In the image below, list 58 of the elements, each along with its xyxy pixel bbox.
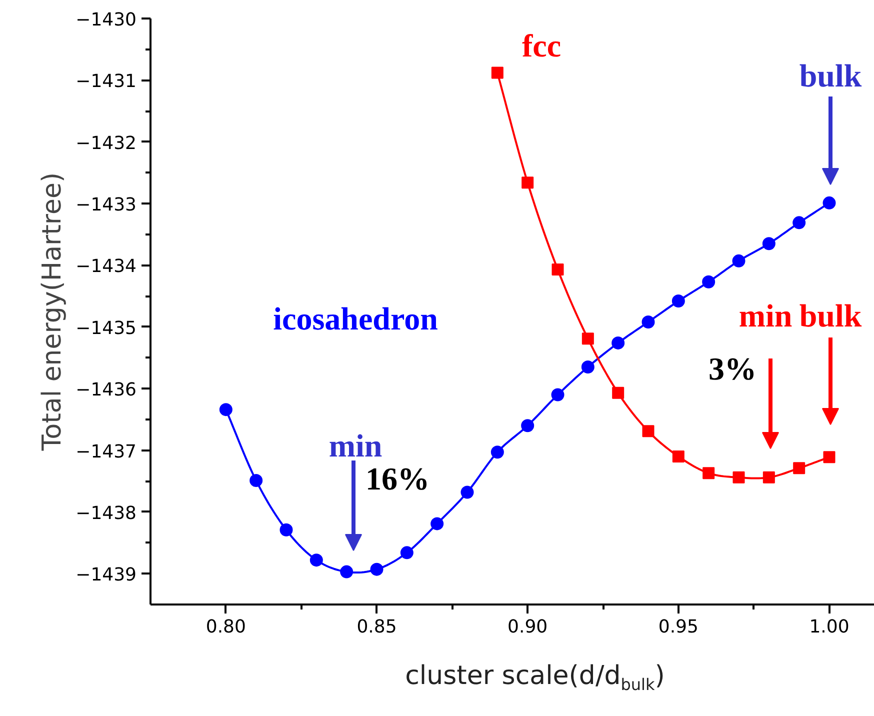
x-tick-label: 0.95 xyxy=(658,616,698,638)
point xyxy=(522,176,534,189)
point xyxy=(762,471,775,484)
y-tick-label: −1432 xyxy=(76,132,136,154)
x-tick-label: 1.00 xyxy=(809,616,850,638)
point xyxy=(491,66,504,79)
y-tick-label: −1436 xyxy=(76,380,136,401)
annotation: 3% xyxy=(708,350,756,386)
annotation: bulk xyxy=(799,58,862,94)
point xyxy=(340,565,354,578)
x-tick-label: 0.85 xyxy=(356,616,397,638)
point xyxy=(551,388,564,402)
point xyxy=(552,264,564,276)
y-tick-label: −1439 xyxy=(76,564,136,586)
y-tick-label: −1430 xyxy=(76,10,136,30)
x-tick-label: 0.90 xyxy=(508,616,548,638)
y-axis-title: Total energy(Hartree) xyxy=(38,172,68,452)
y-tick-label: −1433 xyxy=(76,194,136,216)
annotation: bulk xyxy=(799,298,862,334)
point xyxy=(280,523,293,536)
point xyxy=(823,451,836,464)
point xyxy=(521,419,534,432)
point xyxy=(490,446,504,459)
x-axis-title: cluster scale(d/d$_{bulk}$) xyxy=(405,660,665,696)
point xyxy=(250,474,263,488)
point xyxy=(400,546,414,560)
point xyxy=(672,294,685,308)
point xyxy=(581,360,594,374)
point xyxy=(460,486,474,499)
text: icosahedron xyxy=(273,300,438,336)
point xyxy=(702,275,716,288)
annotation: min xyxy=(328,428,382,464)
point xyxy=(370,562,384,576)
point xyxy=(732,471,745,484)
annotation: 16% xyxy=(366,460,430,496)
point xyxy=(672,450,684,462)
point xyxy=(430,517,444,530)
point xyxy=(793,462,806,474)
point xyxy=(582,332,594,345)
point xyxy=(612,386,624,399)
y-tick-label: −1431 xyxy=(76,71,136,92)
y-tick-label: −1434 xyxy=(76,256,136,278)
annotation: min xyxy=(738,298,792,334)
point xyxy=(822,196,836,210)
point xyxy=(762,237,776,250)
point xyxy=(310,554,323,567)
point xyxy=(702,467,715,480)
y-tick-label: −1438 xyxy=(76,502,136,524)
x-tick-label: 0.80 xyxy=(206,616,246,638)
point xyxy=(612,336,625,350)
point xyxy=(642,425,654,438)
point xyxy=(219,403,232,416)
point xyxy=(792,216,806,230)
point xyxy=(642,316,655,328)
point xyxy=(732,254,746,268)
y-tick-label: −1435 xyxy=(76,318,136,339)
y-tick-label: −1437 xyxy=(76,441,136,462)
series-label: fcc xyxy=(522,28,562,64)
